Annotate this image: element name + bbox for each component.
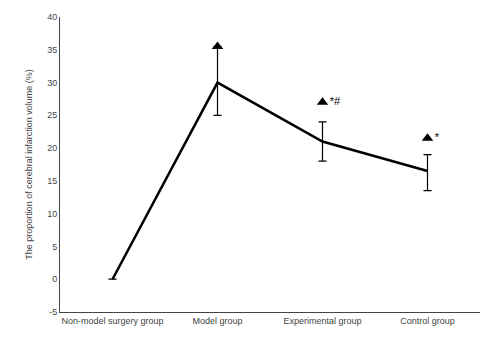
svg-text:30: 30 xyxy=(47,78,57,88)
svg-text:Non-model surgery group: Non-model surgery group xyxy=(61,316,163,326)
svg-text:*#: *# xyxy=(330,95,341,107)
svg-text:0: 0 xyxy=(52,274,57,284)
svg-text:10: 10 xyxy=(47,209,57,219)
svg-text:Control group: Control group xyxy=(400,316,455,326)
svg-text:35: 35 xyxy=(47,45,57,55)
svg-text:Model group: Model group xyxy=(192,316,242,326)
svg-text:20: 20 xyxy=(47,143,57,153)
svg-text:15: 15 xyxy=(47,176,57,186)
svg-text:Experimental group: Experimental group xyxy=(283,316,361,326)
svg-text:-5: -5 xyxy=(49,307,57,317)
svg-text:25: 25 xyxy=(47,110,57,120)
svg-text:5: 5 xyxy=(52,242,57,252)
svg-text:40: 40 xyxy=(47,12,57,22)
svg-text:*: * xyxy=(435,131,440,143)
svg-text:The proportion of cerebral inf: The proportion of cerebral infarction vo… xyxy=(24,69,34,260)
